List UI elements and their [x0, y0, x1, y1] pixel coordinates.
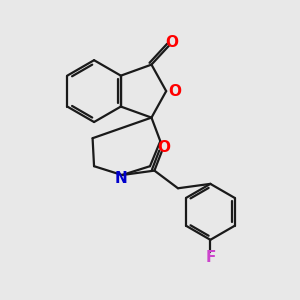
Text: O: O	[158, 140, 171, 155]
Text: O: O	[168, 84, 181, 99]
Text: N: N	[114, 171, 127, 186]
Text: F: F	[205, 250, 215, 265]
Text: O: O	[165, 35, 178, 50]
